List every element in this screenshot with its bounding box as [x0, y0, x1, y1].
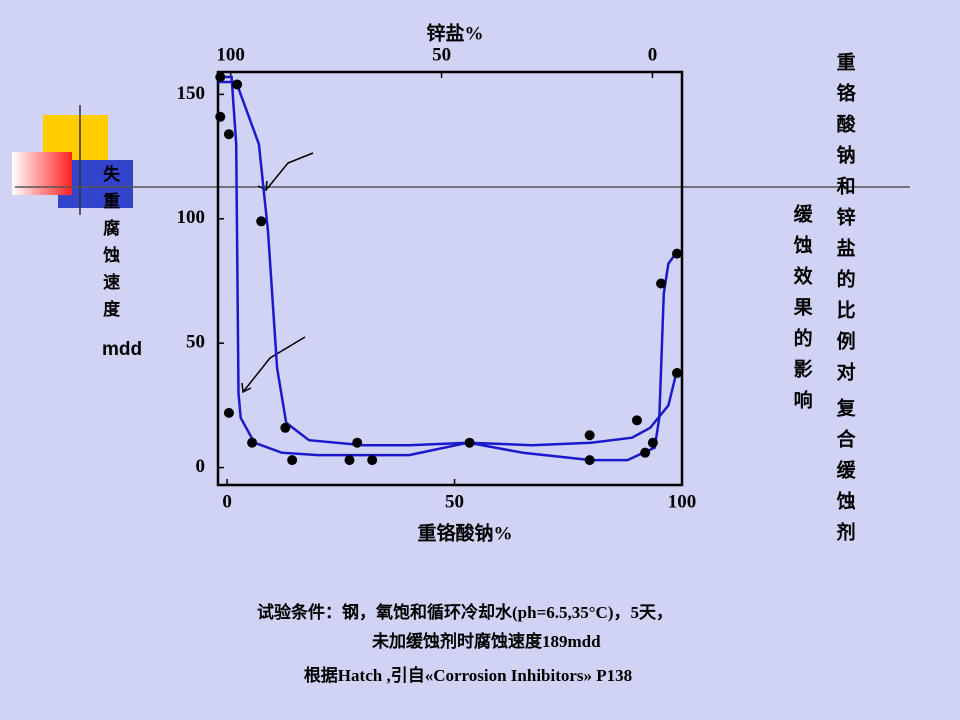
x2-tick-label: 50: [432, 44, 451, 65]
data-point: [671, 368, 682, 379]
x-axis-title: 重铬酸钠%: [417, 521, 512, 544]
y-axis-title: 失重腐蚀速度: [100, 164, 121, 327]
x2-tick-label: 100: [216, 44, 245, 65]
arrow: [242, 336, 306, 393]
data-point: [464, 437, 475, 448]
data-point: [223, 129, 234, 140]
data-point: [247, 437, 258, 448]
note: 未加缓蚀剂时腐蚀速度189mdd: [371, 631, 601, 651]
y-tick-label: 150: [177, 83, 206, 104]
x-tick-label: 50: [445, 491, 464, 512]
data-point: [584, 455, 595, 466]
data-point: [647, 437, 658, 448]
arrow: [265, 152, 314, 191]
data-point: [656, 278, 667, 289]
data-point: [631, 415, 642, 426]
note: 试验条件：钢，氧饱和循环冷却水(ph=6.5,35°C)，5天，: [257, 602, 673, 622]
x2-axis-title: 锌盐%: [426, 21, 483, 44]
data-point: [280, 422, 291, 433]
y-axis-unit: mdd: [102, 339, 142, 360]
title: 缓蚀效果的影响: [791, 203, 814, 421]
data-point: [367, 455, 378, 466]
deco-square: [12, 152, 72, 195]
arrow: [241, 382, 252, 394]
data-point: [584, 430, 595, 441]
y-tick-label: 100: [177, 207, 206, 228]
title: 复合缓蚀剂: [834, 397, 857, 553]
curve: [218, 80, 679, 447]
data-point: [640, 447, 651, 458]
data-point: [215, 111, 226, 122]
x2-tick-label: 0: [648, 44, 658, 65]
title: 重铬酸钠和锌盐的比例对: [834, 52, 856, 393]
data-point: [223, 407, 234, 418]
y-tick-label: 50: [186, 332, 205, 353]
data-point: [232, 79, 243, 90]
plot-frame: [216, 70, 684, 487]
data-point: [344, 455, 355, 466]
x-tick-label: 100: [668, 491, 697, 512]
arrow: [257, 180, 268, 192]
data-point: [671, 248, 682, 259]
data-point: [256, 216, 267, 227]
data-point: [352, 437, 363, 448]
data-point: [287, 455, 298, 466]
curve: [218, 75, 679, 462]
x-tick-label: 0: [222, 491, 232, 512]
data-point: [215, 71, 226, 82]
note: 根据Hatch ,引自«Corrosion Inhibitors» P138: [304, 665, 632, 685]
y-tick-label: 0: [196, 456, 206, 477]
